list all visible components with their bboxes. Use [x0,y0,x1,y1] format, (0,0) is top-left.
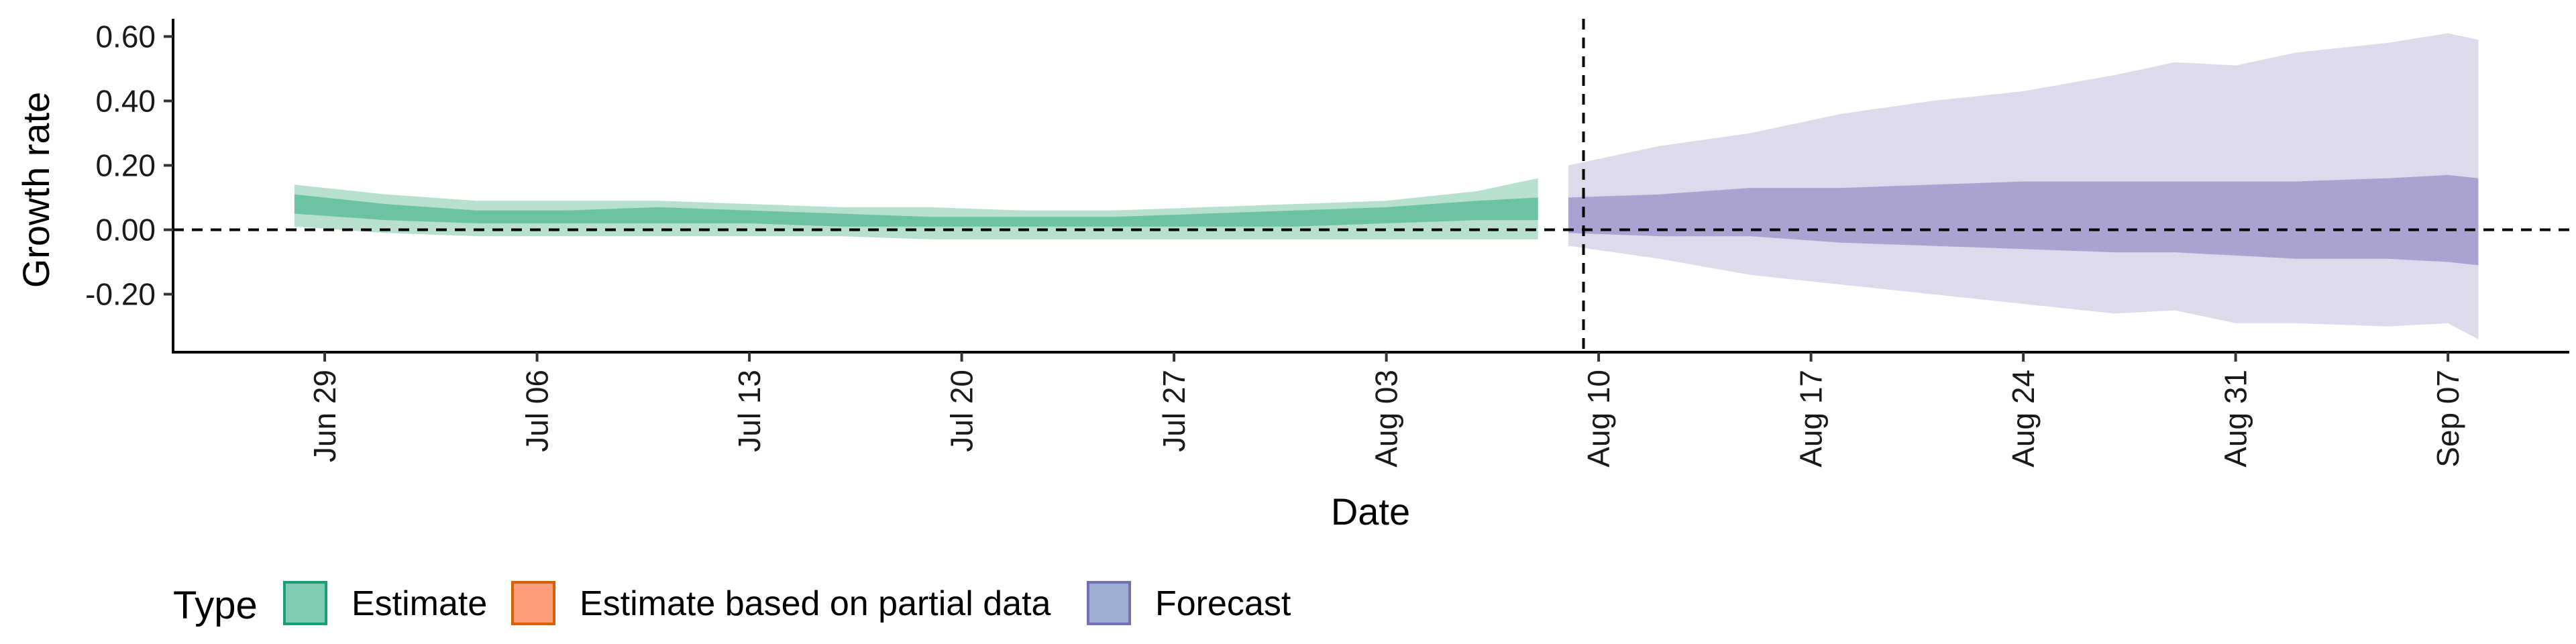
legend-label: Estimate based on partial data [580,584,1051,623]
y-tick-label: 0.00 [95,213,156,248]
x-tick-label: Jul 27 [1157,370,1191,452]
legend-label: Forecast [1155,584,1291,623]
x-axis-title: Date [1331,490,1410,533]
y-tick-label: 0.20 [95,148,156,182]
x-tick-label: Jul 20 [945,370,979,452]
x-tick-label: Aug 24 [2006,370,2041,468]
x-tick-label: Aug 03 [1369,370,1404,468]
legend-key [1087,581,1131,625]
y-tick-label: -0.20 [85,277,156,312]
legend-title: Type [173,584,258,627]
legend: Type Estimate Estimate based on partial d… [173,581,1291,627]
x-tick-label: Aug 17 [1794,370,1829,468]
y-tick-label: 0.60 [95,19,156,54]
band-layer [294,33,2479,339]
reference-lines [173,19,2569,352]
y-axis-ticks: 0.60 0.40 0.20 0.00 -0.20 [85,19,173,312]
y-tick-label: 0.40 [95,83,156,118]
x-axis-ticks: Jun 29 Jul 06 Jul 13 Jul 20 Jul 27 Aug 03 Aug … [307,352,2465,468]
forecast-inner-band [1568,174,2479,266]
x-tick-label: Sep 07 [2430,370,2465,468]
legend-key [511,581,555,625]
x-tick-label: Aug 10 [1581,370,1616,468]
x-tick-label: Jun 29 [307,370,342,462]
axes [172,19,2569,354]
y-axis-title: Growth rate [15,92,57,288]
x-tick-label: Jul 06 [520,370,555,452]
x-tick-label: Aug 31 [2218,370,2253,468]
x-tick-label: Jul 13 [732,370,767,452]
legend-label: Estimate [352,584,487,623]
legend-key [283,581,327,625]
estimate-inner-band [294,194,1538,227]
